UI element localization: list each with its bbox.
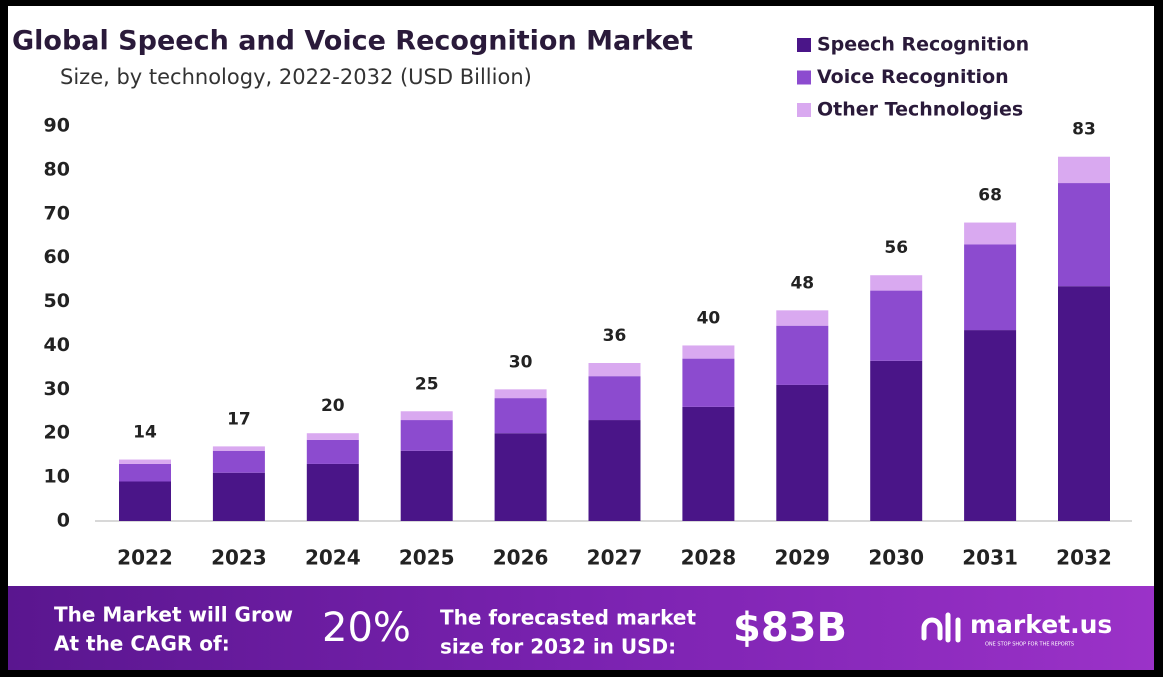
bar-segment	[588, 363, 641, 377]
y-tick-label: 10	[44, 466, 70, 488]
legend-label: Other Technologies	[817, 99, 1023, 121]
forecast-text: The forecasted market	[440, 606, 696, 630]
x-tick-label: 2027	[587, 546, 643, 570]
bar-segment	[306, 463, 359, 521]
total-label: 20	[321, 396, 345, 416]
chart-title: Global Speech and Voice Recognition Mark…	[12, 26, 693, 57]
bar-segment	[119, 481, 171, 521]
total-label: 25	[415, 374, 439, 394]
x-tick-label: 2032	[1056, 546, 1112, 570]
legend-swatch	[797, 38, 811, 52]
brand: market.us	[970, 610, 1112, 639]
cagr-value: 20%	[322, 605, 411, 651]
bar-segment	[1058, 183, 1110, 287]
x-tick-label: 2026	[493, 546, 549, 570]
x-tick-label: 2023	[211, 546, 267, 570]
legend-label: Voice Recognition	[817, 66, 1009, 88]
bar-segment	[682, 358, 735, 407]
y-tick-label: 30	[44, 378, 70, 400]
legend-swatch	[797, 70, 811, 85]
bar-segment	[682, 406, 735, 521]
bar-segment	[870, 290, 923, 361]
y-tick-label: 70	[44, 202, 70, 224]
bar-segment	[870, 360, 923, 521]
x-tick-label: 2030	[868, 546, 924, 570]
footer: The Market will Grow At the CAGR of: 20%…	[54, 603, 1112, 659]
legend-label: Speech Recognition	[817, 34, 1029, 56]
x-tick-label: 2024	[305, 546, 361, 570]
x-tick-label: 2025	[399, 546, 455, 570]
bar-segment	[588, 376, 641, 421]
bar-segment	[494, 389, 547, 399]
bar-segment	[306, 439, 359, 464]
bar-segment	[400, 411, 453, 421]
legend-swatch	[797, 103, 811, 117]
bar-segment	[776, 325, 829, 385]
y-tick-label: 0	[57, 510, 70, 532]
x-tick-label: 2022	[117, 546, 173, 570]
x-tick-label: 2029	[774, 546, 830, 570]
cagr-text: The Market will Grow	[54, 603, 293, 627]
total-label: 83	[1072, 120, 1096, 140]
y-tick-label: 90	[44, 115, 70, 137]
brand-logo	[921, 612, 961, 643]
total-label: 56	[884, 238, 908, 258]
chart-subtitle: Size, by technology, 2022-2032 (USD Bill…	[60, 65, 532, 89]
bar-segment	[400, 450, 453, 521]
y-tick-label: 80	[44, 158, 70, 180]
total-label: 14	[133, 423, 157, 443]
bar-segment	[964, 222, 1017, 245]
bar-segment	[588, 420, 641, 521]
forecast-text: size for 2032 in USD:	[440, 635, 676, 659]
bar-segment	[212, 446, 265, 451]
bar-segment	[494, 433, 547, 521]
bar-segment	[212, 450, 265, 473]
bar-segment	[776, 384, 829, 521]
forecast-value: $83B	[733, 605, 847, 651]
cagr-text: At the CAGR of:	[54, 632, 230, 656]
y-tick-label: 20	[44, 422, 70, 444]
bar-segment	[870, 275, 923, 291]
total-label: 48	[790, 273, 814, 293]
bar-segment	[212, 472, 265, 521]
x-tick-label: 2031	[962, 546, 1018, 570]
bar-segment	[494, 398, 547, 434]
bar-segment	[119, 459, 171, 464]
chart-area	[8, 6, 1154, 586]
bar-segment	[964, 244, 1017, 331]
y-tick-label: 40	[44, 334, 70, 356]
y-tick-label: 50	[44, 290, 70, 312]
total-label: 36	[603, 326, 627, 346]
total-label: 30	[509, 352, 533, 372]
bar-segment	[306, 433, 359, 440]
bar-segment	[964, 330, 1017, 521]
brand-tagline: ONE STOP SHOP FOR THE REPORTS	[985, 642, 1074, 648]
total-label: 68	[978, 186, 1002, 206]
total-label: 17	[227, 409, 251, 429]
bar-segment	[119, 463, 171, 482]
total-label: 40	[697, 308, 721, 328]
bar-segment	[682, 345, 735, 359]
bar-segment	[1058, 156, 1110, 184]
bar-segment	[1058, 286, 1110, 521]
footer-band	[8, 586, 1154, 670]
bar-segment	[776, 310, 829, 326]
x-tick-label: 2028	[681, 546, 737, 570]
bar-segment	[400, 420, 453, 451]
y-tick-label: 60	[44, 246, 70, 268]
